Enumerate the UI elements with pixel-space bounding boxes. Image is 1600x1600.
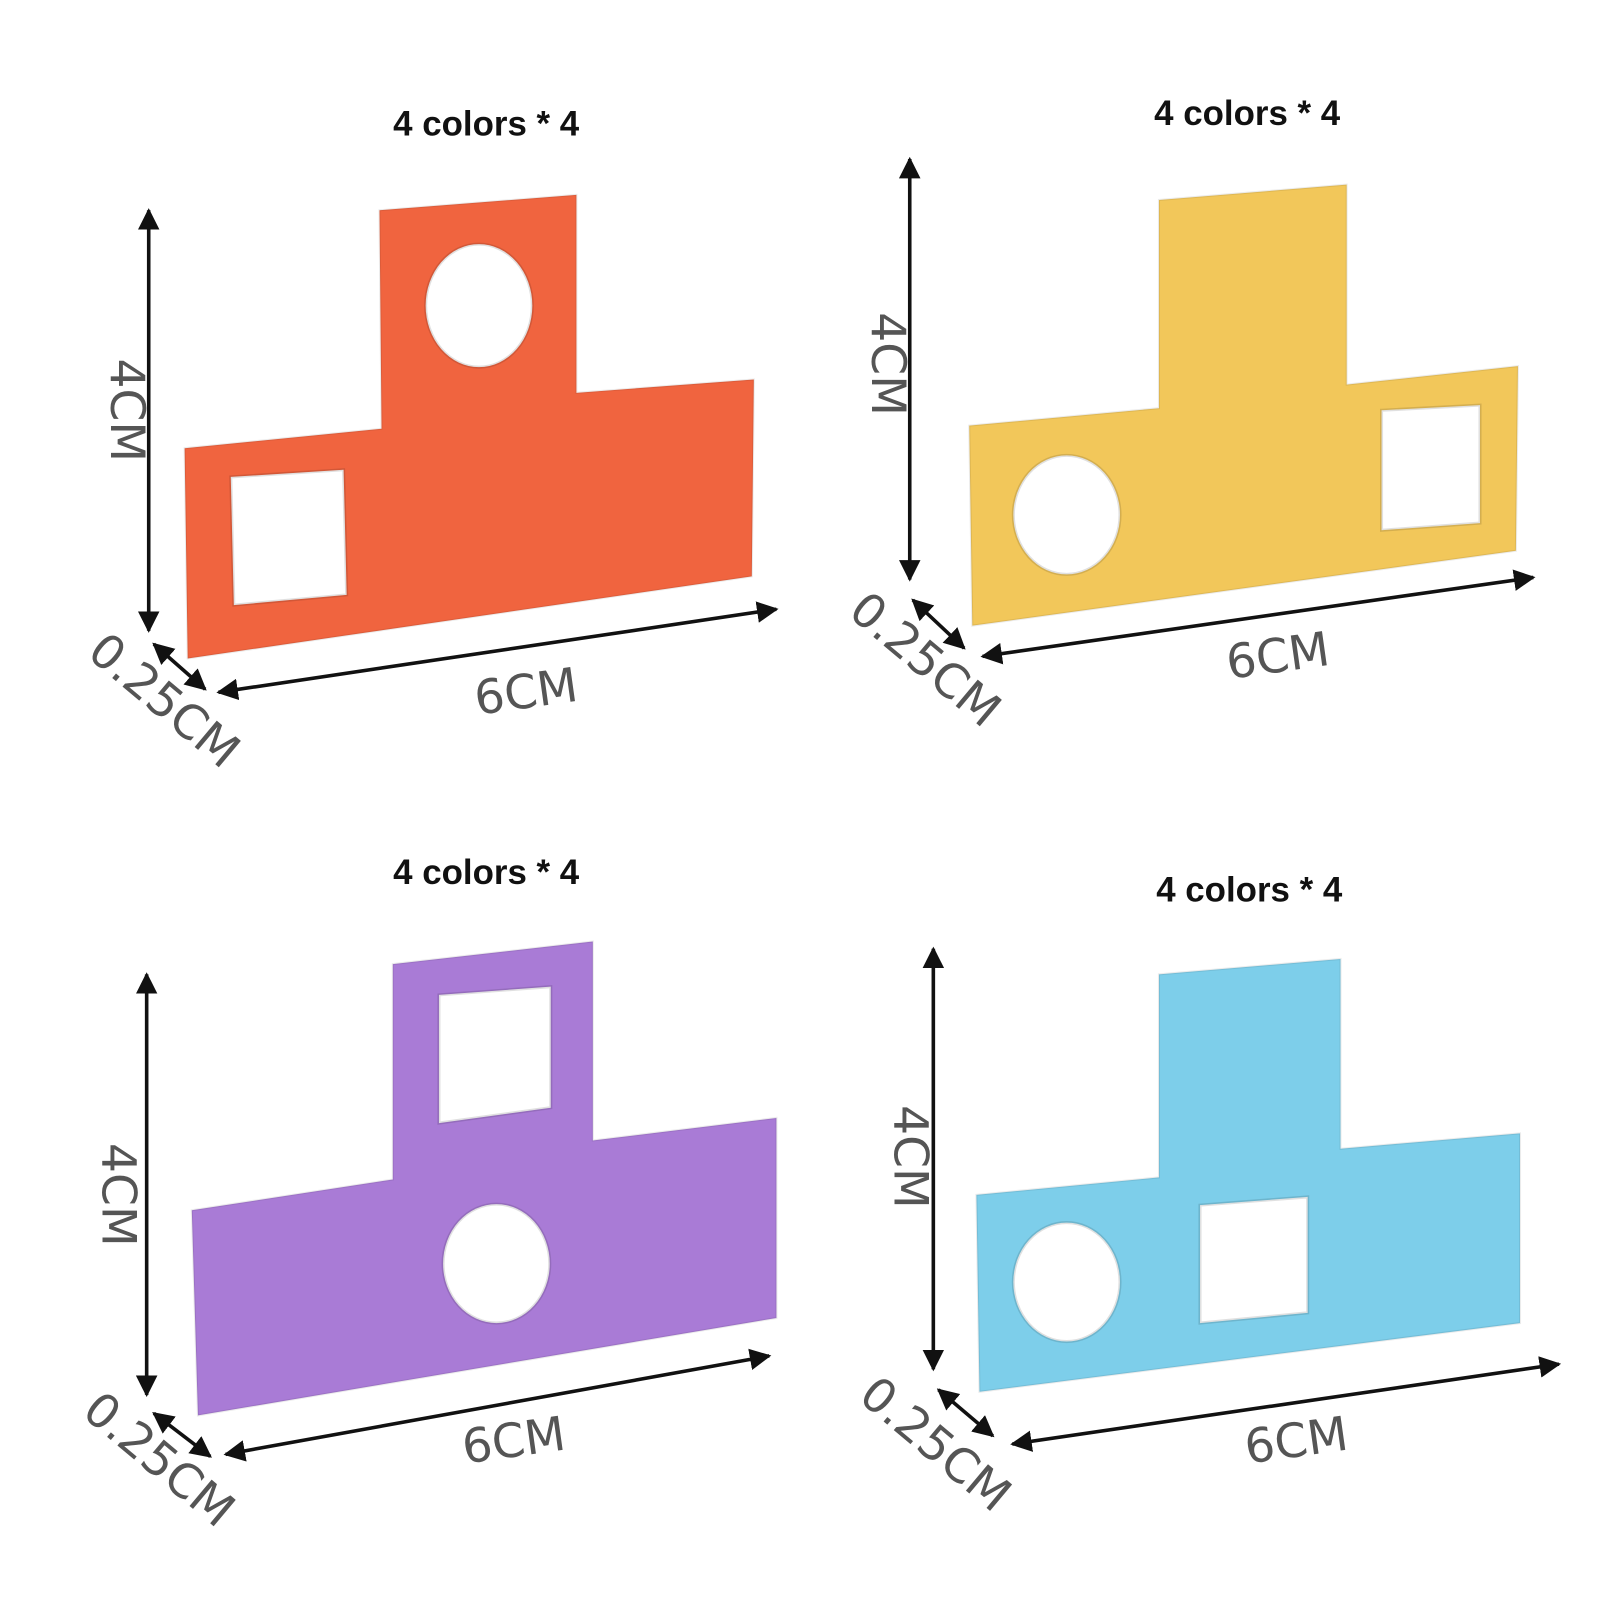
circle-hole	[1011, 1221, 1122, 1344]
width-label: 6CM	[471, 658, 581, 727]
height-label: 4CM	[91, 1143, 146, 1247]
width-arrow	[980, 569, 1536, 665]
circle-hole	[441, 1202, 552, 1325]
width-arrow	[1010, 1356, 1562, 1452]
height-label: 4CM	[882, 1105, 937, 1209]
circle-hole	[1011, 453, 1122, 576]
square-hole	[229, 468, 349, 607]
width-label: 6CM	[1241, 1407, 1351, 1476]
panel-title: 4 colors * 4	[393, 853, 580, 892]
panel-title: 4 colors * 4	[1154, 94, 1341, 133]
thickness-arrow	[152, 642, 207, 691]
panel-title: 4 colors * 4	[393, 104, 580, 143]
circle-hole	[424, 242, 534, 369]
thickness-arrow	[152, 1411, 212, 1458]
square-hole	[437, 985, 553, 1125]
height-label: 4CM	[860, 312, 915, 416]
width-label: 6CM	[1223, 622, 1333, 691]
panel-title: 4 colors * 4	[1156, 871, 1343, 910]
width-label: 6CM	[459, 1407, 569, 1476]
thickness-arrow	[911, 598, 966, 650]
square-hole	[1379, 403, 1482, 532]
width-arrow	[216, 601, 779, 701]
width-arrow	[223, 1348, 772, 1462]
thickness-arrow	[936, 1388, 995, 1438]
square-hole	[1198, 1195, 1310, 1325]
height-label: 4CM	[99, 358, 154, 462]
